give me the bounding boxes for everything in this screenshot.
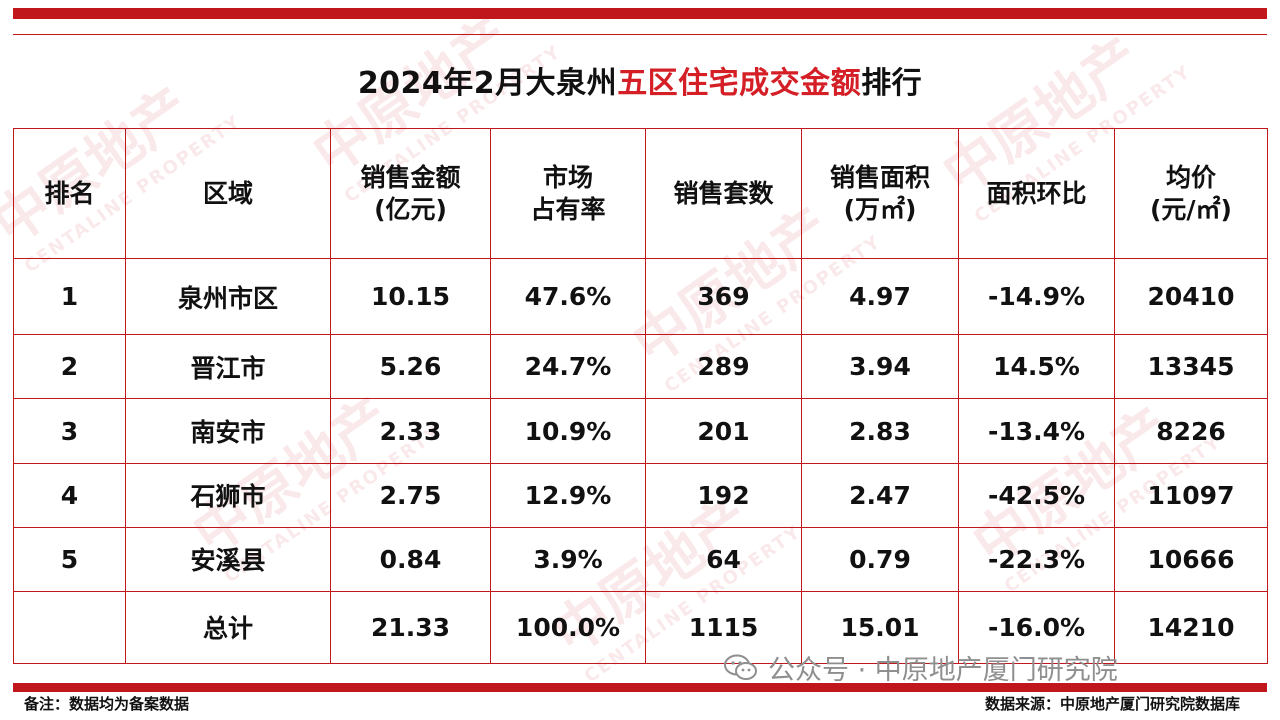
wechat-icon [724, 654, 757, 680]
cell-rank: 4 [13, 462, 126, 528]
table-row: 5 安溪县 0.84 3.9% 64 0.79 -22.3% 10666 [13, 526, 1268, 592]
cell-area-mom: -22.3% [958, 526, 1115, 592]
cell-area: 3.94 [801, 334, 959, 400]
header-area-mom-label: 面积环比 [986, 178, 1087, 208]
table-total-row: 总计 21.33 100.0% 1115 15.01 -16.0% 14210 [13, 590, 1268, 665]
cell-amount: 21.33 [330, 590, 491, 665]
cell-rank: 5 [13, 526, 126, 592]
cell-price: 10666 [1114, 526, 1268, 592]
cell-area: 0.79 [801, 526, 959, 592]
header-area: 销售面积 (万㎡) [801, 127, 959, 260]
cell-area-mom: -14.9% [958, 258, 1115, 336]
header-rank: 排名 [13, 127, 126, 260]
cell-units: 201 [645, 398, 802, 464]
wechat-account-badge: 公众号 · 中原地产厦门研究院 [724, 648, 1118, 687]
header-area-label: 销售面积 [829, 162, 930, 192]
cell-share: 47.6% [490, 258, 646, 336]
table-header-row: 排名 区域 销售金额 (亿元) 市场 占有率 销售套数 销售面积 (万㎡) 面积… [13, 127, 1268, 260]
table-row: 4 石狮市 2.75 12.9% 192 2.47 -42.5% 11097 [13, 462, 1268, 528]
cell-area: 4.97 [801, 258, 959, 336]
cell-share: 24.7% [490, 334, 646, 400]
cell-rank: 2 [13, 334, 126, 400]
cell-price: 13345 [1114, 334, 1268, 400]
header-share-label-2: 占有率 [530, 194, 606, 224]
cell-area-mom: 14.5% [958, 334, 1115, 400]
cell-price: 14210 [1114, 590, 1268, 665]
header-amount: 销售金额 (亿元) [330, 127, 491, 260]
header-amount-unit: (亿元) [374, 194, 447, 224]
cell-district: 晋江市 [125, 334, 331, 400]
cell-amount: 5.26 [330, 334, 491, 400]
header-price-unit: (元/㎡) [1150, 194, 1232, 224]
table-row: 3 南安市 2.33 10.9% 201 2.83 -13.4% 8226 [13, 398, 1268, 464]
header-share: 市场 占有率 [490, 127, 646, 260]
header-units-label: 销售套数 [673, 178, 774, 208]
title-suffix: 排行 [861, 66, 923, 101]
cell-area-mom: -16.0% [958, 590, 1115, 665]
header-district-label: 区域 [202, 178, 253, 208]
cell-share: 100.0% [490, 590, 646, 665]
cell-area-mom: -13.4% [958, 398, 1115, 464]
cell-rank: 3 [13, 398, 126, 464]
header-price: 均价 (元/㎡) [1114, 127, 1268, 260]
cell-price: 11097 [1114, 462, 1268, 528]
header-units: 销售套数 [645, 127, 802, 260]
footer-source: 数据来源：中原地产厦门研究院数据库 [984, 695, 1240, 713]
cell-units: 1115 [645, 590, 802, 665]
top-divider [13, 34, 1267, 35]
header-amount-label: 销售金额 [360, 162, 461, 192]
cell-area-mom: -42.5% [958, 462, 1115, 528]
cell-units: 64 [645, 526, 802, 592]
cell-amount: 10.15 [330, 258, 491, 336]
cell-share: 12.9% [490, 462, 646, 528]
cell-price: 8226 [1114, 398, 1268, 464]
cell-district: 石狮市 [125, 462, 331, 528]
ranking-table: 排名 区域 销售金额 (亿元) 市场 占有率 销售套数 销售面积 (万㎡) 面积… [13, 127, 1268, 665]
cell-district: 总计 [125, 590, 331, 665]
cell-share: 3.9% [490, 526, 646, 592]
cell-area: 2.83 [801, 398, 959, 464]
title-highlight: 五区住宅成交金额 [617, 66, 862, 101]
cell-district: 南安市 [125, 398, 331, 464]
cell-units: 369 [645, 258, 802, 336]
cell-amount: 0.84 [330, 526, 491, 592]
header-district: 区域 [125, 127, 331, 260]
top-accent-bar [13, 8, 1267, 19]
wechat-account-name: 公众号 · 中原地产厦门研究院 [768, 655, 1118, 686]
header-share-label-1: 市场 [542, 162, 593, 192]
cell-units: 192 [645, 462, 802, 528]
header-area-unit: (万㎡) [843, 194, 917, 224]
table-row: 2 晋江市 5.26 24.7% 289 3.94 14.5% 13345 [13, 334, 1268, 400]
cell-district: 泉州市区 [125, 258, 331, 336]
cell-amount: 2.33 [330, 398, 491, 464]
cell-price: 20410 [1114, 258, 1268, 336]
cell-rank: 1 [13, 258, 126, 336]
page-title: 2024年2月大泉州五区住宅成交金额排行 [0, 58, 1280, 102]
cell-share: 10.9% [490, 398, 646, 464]
header-area-mom: 面积环比 [958, 127, 1115, 260]
bottom-accent-bar [13, 683, 1267, 692]
title-prefix: 2024年2月大泉州 [357, 66, 618, 101]
header-price-label: 均价 [1165, 162, 1216, 192]
cell-area: 2.47 [801, 462, 959, 528]
table-row: 1 泉州市区 10.15 47.6% 369 4.97 -14.9% 20410 [13, 258, 1268, 336]
cell-area: 15.01 [801, 590, 959, 665]
cell-district: 安溪县 [125, 526, 331, 592]
cell-units: 289 [645, 334, 802, 400]
cell-amount: 2.75 [330, 462, 491, 528]
header-rank-label: 排名 [44, 178, 95, 208]
footer-note: 备注：数据均为备案数据 [24, 695, 190, 713]
cell-rank [13, 590, 126, 665]
